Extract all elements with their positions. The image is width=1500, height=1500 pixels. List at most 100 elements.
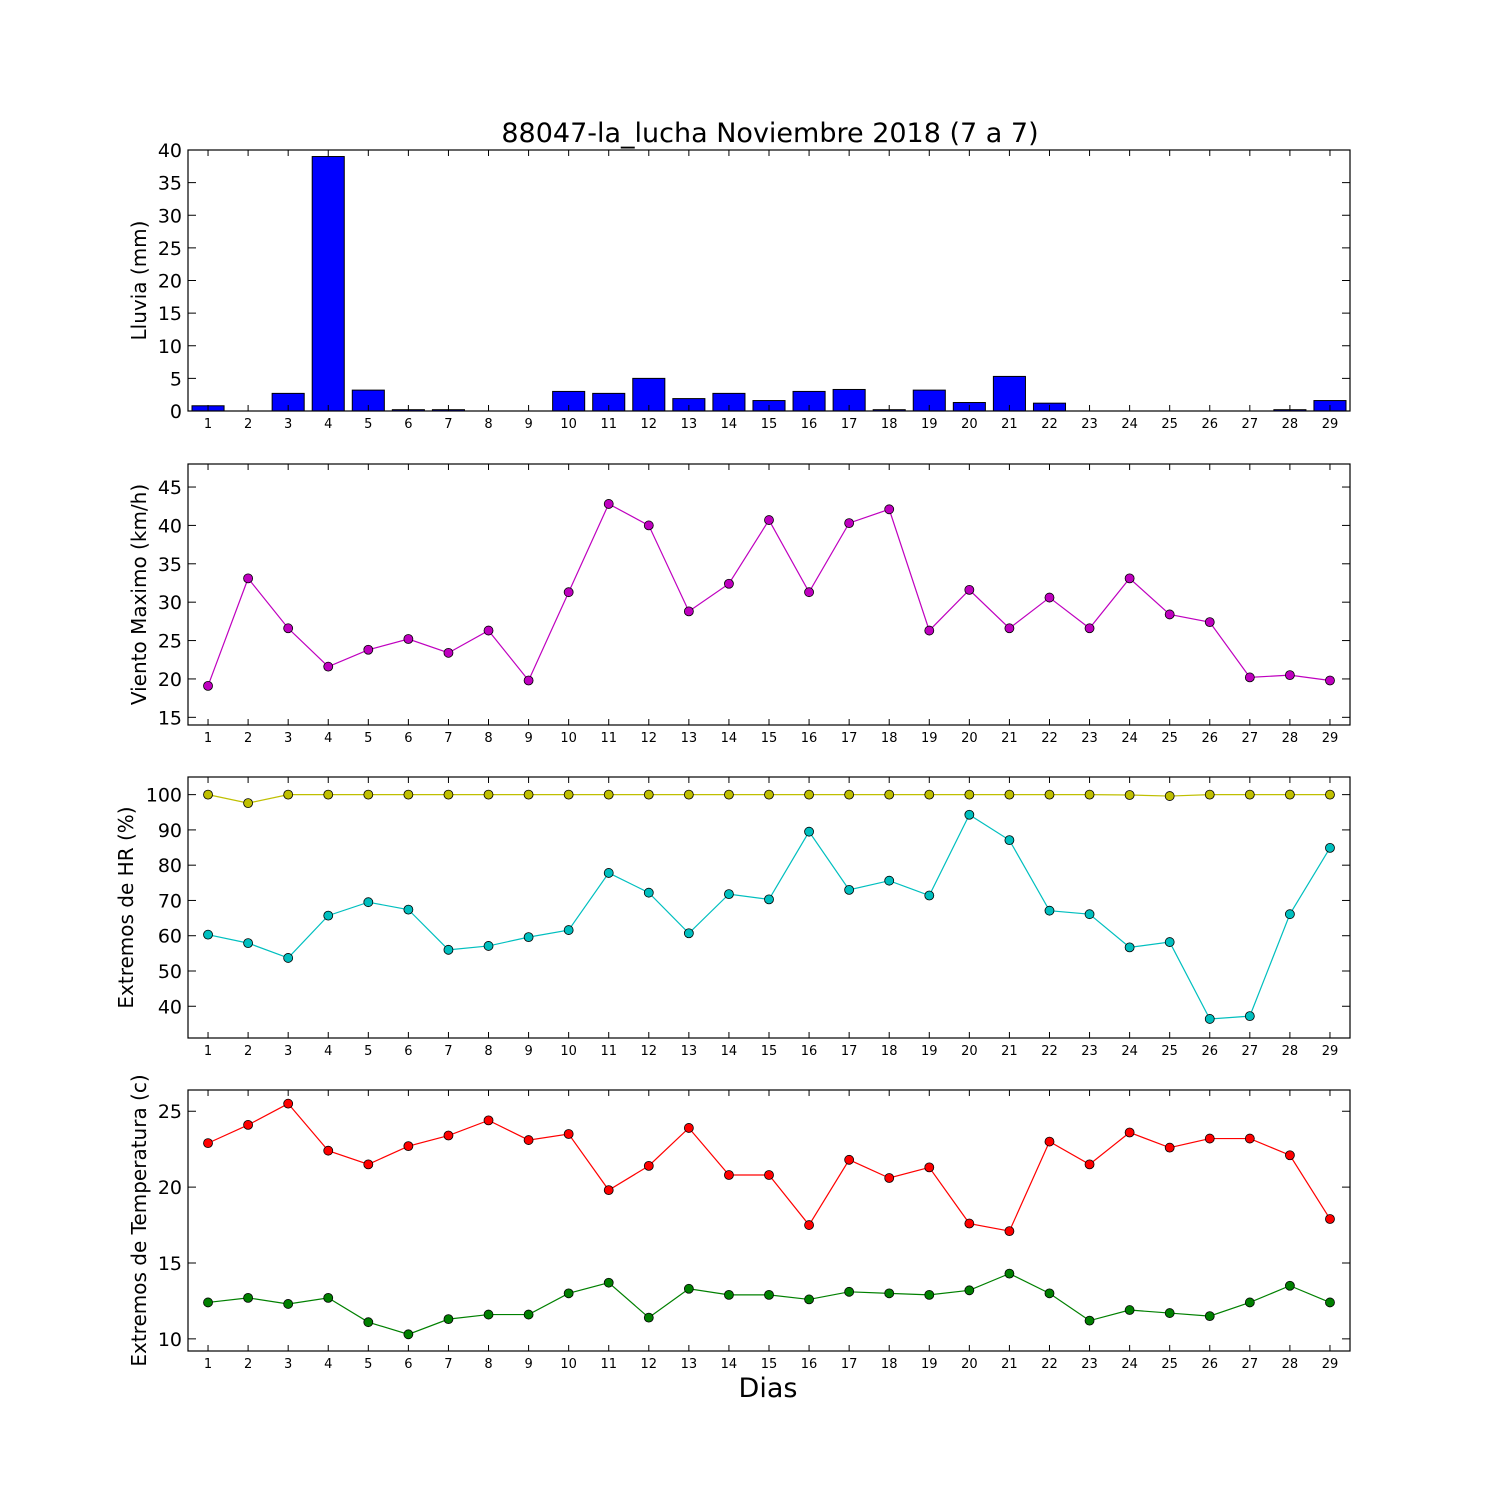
point-hr-minima-dia-22 [1044, 905, 1055, 916]
x-tick-label: 7 [444, 1357, 452, 1372]
x-tick-label: 11 [600, 417, 617, 432]
point-temperatura-maxima-dia-27 [1244, 1133, 1255, 1144]
x-tick-label: 5 [364, 417, 372, 432]
point-temperatura-minima-dia-11 [603, 1277, 614, 1288]
x-tick-label: 13 [681, 1044, 698, 1059]
line-viento-maximo [207, 503, 1331, 687]
point-viento-maximo-dia-8 [483, 625, 494, 636]
panel-2: 1 2 3 4 5 6 7 8 9 10 11 12 13 14 15 16 17 18 19 20 21 22 23 24 2… [127, 463, 1351, 746]
x-tick-label: 10 [560, 731, 577, 746]
point-viento-maximo-dia-6 [403, 634, 414, 644]
point-hr-maxima-dia-27 [1244, 789, 1255, 800]
point-viento-maximo-dia-16 [804, 587, 814, 598]
x-tick-label: 20 [961, 417, 978, 432]
x-tick-label: 19 [921, 1357, 938, 1372]
x-tick-label: 12 [641, 1357, 658, 1372]
x-tick-label: 12 [641, 417, 658, 432]
point-temperatura-minima-dia-21 [1004, 1268, 1015, 1279]
point-hr-minima-dia-11 [603, 868, 614, 878]
point-temperatura-maxima-dia-20 [964, 1218, 975, 1229]
x-tick-label: 1 [204, 417, 212, 432]
point-temperatura-maxima-dia-10 [563, 1129, 574, 1139]
point-viento-maximo-dia-22 [1044, 592, 1055, 603]
y-tick-label: 20 [158, 271, 182, 293]
point-hr-minima-dia-27 [1244, 1011, 1255, 1022]
point-hr-minima-dia-16 [804, 826, 814, 837]
x-tick-label: 10 [560, 1044, 577, 1059]
x-tick-label: 12 [641, 731, 658, 746]
point-hr-minima-dia-4 [323, 910, 334, 921]
point-viento-maximo-dia-20 [964, 584, 975, 595]
x-tick-label: 22 [1041, 731, 1058, 746]
point-hr-maxima-dia-5 [363, 789, 374, 800]
point-temperatura-minima-dia-27 [1244, 1297, 1255, 1308]
point-temperatura-maxima-dia-5 [363, 1159, 374, 1170]
point-temperatura-maxima-dia-11 [603, 1185, 614, 1196]
point-hr-maxima-dia-22 [1044, 789, 1055, 800]
x-tick-label: 21 [1001, 417, 1018, 432]
point-hr-maxima-dia-16 [804, 789, 814, 800]
x-tick-label: 9 [524, 731, 532, 746]
point-viento-maximo-dia-15 [764, 515, 774, 525]
point-hr-minima-dia-12 [643, 887, 654, 898]
point-hr-minima-dia-20 [964, 809, 975, 820]
point-hr-minima-dia-18 [884, 875, 895, 886]
x-tick-label: 7 [444, 731, 452, 746]
point-hr-minima-dia-29 [1325, 842, 1335, 853]
y-axis-label: Viento Maximo (km/h) [127, 484, 151, 705]
point-viento-maximo-dia-18 [884, 504, 895, 515]
y-tick-label: 60 [158, 926, 182, 948]
point-temperatura-maxima-dia-17 [844, 1154, 855, 1165]
point-hr-maxima-dia-29 [1325, 789, 1335, 800]
point-viento-maximo-dia-14 [724, 578, 734, 589]
x-tick-label: 28 [1282, 1357, 1299, 1372]
x-tick-label: 7 [444, 1044, 452, 1059]
point-temperatura-maxima-dia-24 [1124, 1127, 1135, 1138]
x-tick-label: 25 [1161, 731, 1178, 746]
point-hr-minima-dia-3 [283, 953, 294, 963]
y-tick-label: 40 [158, 515, 182, 537]
line-temperatura-maxima [207, 1102, 1331, 1232]
x-tick-label: 17 [841, 731, 858, 746]
point-hr-maxima-dia-10 [563, 789, 574, 800]
x-tick-label: 26 [1201, 1357, 1218, 1372]
point-hr-maxima-dia-18 [884, 789, 895, 800]
point-viento-maximo-dia-29 [1325, 675, 1335, 686]
point-hr-maxima-dia-26 [1204, 789, 1215, 800]
x-tick-label: 1 [204, 731, 212, 746]
x-tick-label: 21 [1001, 731, 1018, 746]
x-tick-label: 16 [801, 1044, 818, 1059]
point-hr-maxima-dia-6 [403, 789, 414, 800]
x-tick-label: 13 [681, 417, 698, 432]
point-temperatura-minima-dia-26 [1204, 1311, 1215, 1321]
x-tick-label: 22 [1041, 1357, 1058, 1372]
point-viento-maximo-dia-11 [603, 499, 614, 509]
point-hr-maxima-dia-9 [523, 789, 534, 800]
point-hr-minima-dia-6 [403, 904, 414, 915]
x-tick-label: 26 [1201, 731, 1218, 746]
point-hr-maxima-dia-2 [243, 798, 254, 808]
point-hr-minima-dia-25 [1164, 937, 1175, 947]
x-tick-label: 25 [1161, 1357, 1178, 1372]
panel-3: 1 2 3 4 5 6 7 8 9 10 11 12 13 14 15 16 17 18 19 20 21 22 23 24 2… [114, 776, 1351, 1059]
point-hr-minima-dia-13 [683, 928, 694, 939]
point-temperatura-maxima-dia-16 [804, 1220, 814, 1230]
point-hr-maxima-dia-24 [1124, 790, 1135, 800]
y-tick-label: 10 [158, 1329, 182, 1351]
point-viento-maximo-dia-5 [363, 644, 374, 655]
x-tick-label: 18 [881, 417, 898, 432]
bar-lluvia-dia-4 [311, 156, 345, 412]
point-temperatura-minima-dia-24 [1124, 1305, 1135, 1315]
point-temperatura-maxima-dia-18 [884, 1173, 895, 1183]
x-tick-label: 28 [1282, 417, 1299, 432]
point-hr-minima-dia-28 [1285, 909, 1295, 920]
x-tick-label: 5 [364, 1357, 372, 1372]
point-temperatura-minima-dia-6 [403, 1329, 414, 1340]
y-tick-label: 70 [158, 890, 182, 912]
x-tick-label: 3 [284, 1357, 292, 1372]
x-tick-label: 10 [560, 1357, 577, 1372]
point-temperatura-maxima-dia-8 [483, 1115, 494, 1126]
point-hr-minima-dia-2 [243, 938, 254, 949]
y-tick-label: 45 [158, 477, 182, 499]
x-tick-label: 18 [881, 1044, 898, 1059]
